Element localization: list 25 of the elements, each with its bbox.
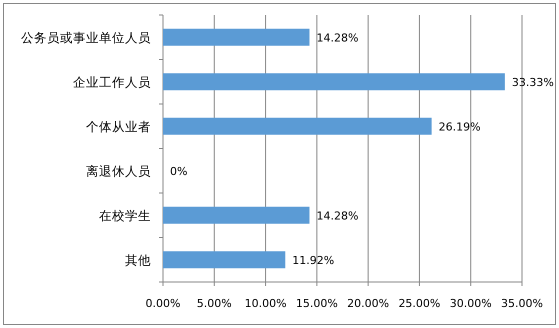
y-tick-label: 个体从业者 xyxy=(86,118,151,134)
x-tick-label: 25.00% xyxy=(398,297,440,310)
y-tick-label: 其他 xyxy=(125,252,151,268)
data-label: 14.28% xyxy=(316,31,358,44)
x-tick-label: 20.00% xyxy=(347,297,390,310)
y-tick-label: 离退休人员 xyxy=(86,163,151,178)
data-label: 33.33% xyxy=(512,76,554,89)
bar xyxy=(163,73,505,90)
bar xyxy=(163,206,310,224)
x-tick-label: 0.00% xyxy=(146,297,180,310)
x-tick-label: 5.00% xyxy=(196,297,232,310)
data-label: 14.28% xyxy=(316,209,358,222)
data-label: 26.19% xyxy=(438,120,481,134)
bar xyxy=(163,28,310,46)
data-label: 11.92% xyxy=(292,254,334,267)
bar xyxy=(163,118,432,135)
x-tick-label: 15.00% xyxy=(296,297,338,310)
y-tick-label: 公务员或事业单位人员 xyxy=(21,30,151,45)
x-tick-label: 10.00% xyxy=(244,297,287,310)
y-tick-label: 企业工作人员 xyxy=(73,74,151,90)
data-label: 0% xyxy=(170,164,188,178)
bar xyxy=(163,251,286,268)
y-tick-label: 在校学生 xyxy=(99,208,151,223)
x-tick-label: 30.00% xyxy=(450,297,492,310)
x-tick-label: 35.00% xyxy=(501,297,543,310)
